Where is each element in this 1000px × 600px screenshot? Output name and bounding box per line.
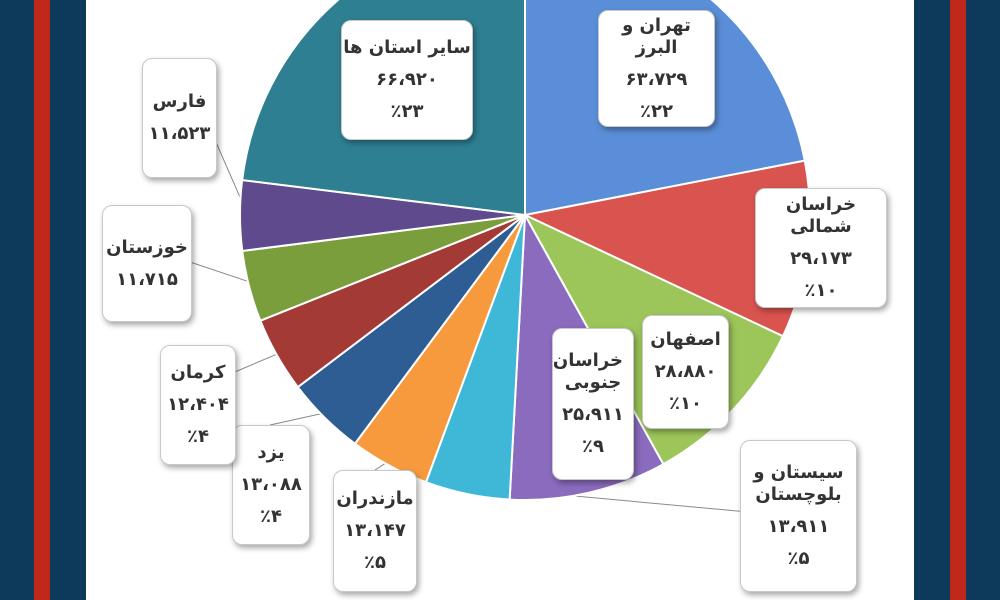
slice-name: سایر استان ها bbox=[343, 37, 471, 58]
frame-stripe-left bbox=[34, 0, 50, 600]
slice-value: ۶۳،۷۲۹ bbox=[625, 68, 688, 90]
slice-percent: ٪۴ bbox=[260, 506, 282, 527]
label-khorasan-jonoubi: خراسان جنوبی ۲۵،۹۱۱ ٪۹ bbox=[552, 328, 634, 480]
slice-name: خوزستان bbox=[106, 236, 188, 258]
label-yazd: یزد ۱۳،۰۸۸ ٪۴ bbox=[232, 425, 310, 545]
slice-value: ۱۳،۰۸۸ bbox=[240, 474, 302, 495]
slice-name: یزد bbox=[257, 442, 285, 463]
slice-value: ۲۹،۱۷۳ bbox=[790, 248, 852, 269]
slice-value: ۶۶،۹۲۰ bbox=[376, 69, 438, 90]
label-isfahan: اصفهان ۲۸،۸۸۰ ٪۱۰ bbox=[642, 315, 729, 429]
frame-band-left bbox=[50, 0, 86, 600]
slice-name: سیستان و بلوچستان bbox=[753, 462, 844, 505]
slice-percent: ٪۲۲ bbox=[640, 100, 673, 122]
slice-percent: ٪۵ bbox=[787, 548, 810, 569]
slice-value: ۲۸،۸۸۰ bbox=[654, 361, 717, 382]
slice-value: ۱۱،۷۱۵ bbox=[116, 268, 178, 290]
frame-stripe-right bbox=[950, 0, 966, 600]
slice-value: ۱۳،۹۱۱ bbox=[767, 516, 830, 537]
slice-name: کرمان bbox=[170, 362, 226, 383]
slice-percent: ٪۴ bbox=[187, 426, 209, 447]
slice-value: ۱۳،۱۴۷ bbox=[344, 520, 406, 541]
leader-line bbox=[189, 261, 257, 285]
slice-percent: ٪۱۰ bbox=[669, 393, 702, 414]
frame-border-left bbox=[0, 0, 34, 600]
slice-value: ۲۵،۹۱۱ bbox=[562, 404, 624, 425]
slice-name: مازندران bbox=[336, 488, 414, 509]
label-mazandaran: مازندران ۱۳،۱۴۷ ٪۵ bbox=[333, 470, 417, 592]
label-khuzestan: خوزستان ۱۱،۷۱۵ bbox=[102, 205, 192, 322]
label-other-provinces: سایر استان ها ۶۶،۹۲۰ ٪۲۳ bbox=[341, 20, 473, 140]
frame-band-right bbox=[914, 0, 950, 600]
slice-value: ۱۲،۴۰۴ bbox=[167, 394, 229, 415]
slice-name: خراسان شمالی bbox=[785, 194, 857, 237]
slice-value: ۱۱،۵۲۳ bbox=[148, 123, 211, 144]
slice-percent: ٪۹ bbox=[582, 436, 604, 457]
frame-border-right bbox=[966, 0, 1000, 600]
slice-percent: ٪۵ bbox=[364, 552, 386, 573]
slice-name: تهران و البرز bbox=[622, 14, 691, 58]
label-tehran-alborz: تهران و البرز ۶۳،۷۲۹ ٪۲۲ bbox=[598, 10, 715, 127]
label-sistan-baluchestan: سیستان و بلوچستان ۱۳،۹۱۱ ٪۵ bbox=[740, 440, 857, 592]
slice-name: اصفهان bbox=[650, 329, 721, 350]
slice-name: فارس bbox=[152, 91, 207, 112]
label-kerman: کرمان ۱۲،۴۰۴ ٪۴ bbox=[160, 345, 236, 465]
slice-percent: ٪۱۰ bbox=[804, 280, 838, 301]
label-fars: فارس ۱۱،۵۲۳ bbox=[142, 58, 217, 178]
label-khorasan-shomali: خراسان شمالی ۲۹،۱۷۳ ٪۱۰ bbox=[755, 188, 887, 308]
slice-name: خراسان جنوبی bbox=[552, 350, 623, 393]
slice-percent: ٪۲۳ bbox=[390, 101, 424, 122]
